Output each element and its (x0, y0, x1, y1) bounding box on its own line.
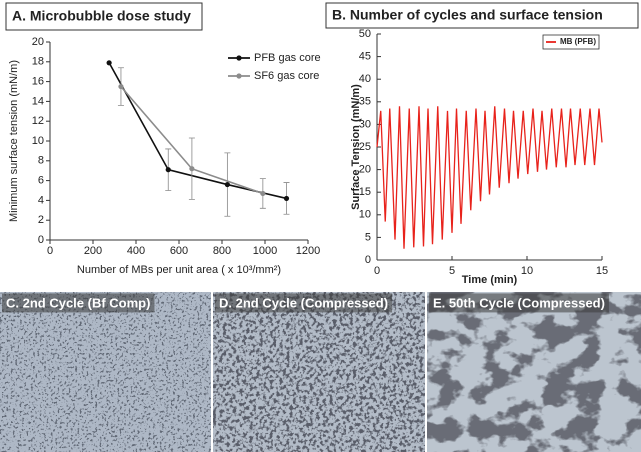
point (260, 190, 266, 197)
x-tick-label: 0 (374, 265, 380, 277)
y-tick-label: 0 (38, 234, 44, 246)
y-tick-label: 8 (38, 155, 44, 167)
y-tick-label: 45 (359, 51, 371, 63)
y-tick-label: 10 (359, 209, 371, 221)
x-tick-label: 15 (596, 265, 608, 277)
legend-marker (236, 73, 242, 79)
legend-label: MB (PFB) (560, 37, 596, 46)
micrograph-texture (0, 292, 211, 452)
y-tick-label: 6 (38, 175, 44, 187)
y-tick-label: 50 (359, 28, 371, 40)
image-panel-c: C. 2nd Cycle (Bf Comp) (0, 292, 211, 452)
y-tick-label: 25 (359, 141, 371, 153)
y-tick-label: 20 (359, 164, 371, 176)
point (189, 166, 195, 172)
x-axis-label: Number of MBs per unit area ( x 10³/mm²) (77, 264, 281, 276)
y-tick-label: 10 (32, 135, 44, 147)
legend-label: PFB gas core (254, 52, 321, 64)
y-axis-label: Surface Tension (mN/m) (350, 84, 362, 210)
panel-label: C. 2nd Cycle (Bf Comp) (6, 295, 150, 310)
micrograph-texture (427, 292, 641, 452)
point (165, 167, 171, 173)
panel-label: D. 2nd Cycle (Compressed) (219, 295, 388, 310)
y-tick-label: 2 (38, 214, 44, 226)
chart-title: A. Microbubble dose study (12, 8, 191, 24)
y-tick-label: 4 (38, 194, 44, 206)
label-bg (215, 293, 393, 313)
x-tick-label: 200 (84, 245, 102, 257)
y-tick-label: 18 (32, 56, 44, 68)
point (283, 195, 290, 202)
y-tick-label: 15 (359, 186, 371, 198)
y-tick-label: 30 (359, 118, 371, 130)
y-tick-label: 14 (32, 95, 44, 107)
y-tick-label: 16 (32, 76, 44, 88)
y-tick-label: 20 (32, 36, 44, 48)
title-box (5, 2, 203, 31)
legend-label: SF6 gas core (254, 70, 319, 82)
x-tick-label: 1200 (296, 245, 320, 257)
y-axis-label: Minimum surface tension (mN/m) (8, 60, 20, 222)
chart-b: 0 5 10 15 20 25 30 35 40 45 50 0 5 10 15 Time (min) Surf… (350, 28, 608, 286)
series-line (108, 62, 287, 200)
chart-title: B. Number of cycles and surface tension (332, 7, 603, 23)
image-panel-d: D. 2nd Cycle (Compressed) (213, 292, 425, 452)
y-tick-label: 35 (359, 96, 371, 108)
point (118, 83, 124, 90)
x-tick-label: 0 (47, 245, 53, 257)
x-tick-label: 10 (521, 265, 533, 277)
legend-box (542, 34, 600, 50)
x-tick-label: 800 (213, 245, 231, 257)
series-line (376, 106, 603, 249)
panel-label: E. 50th Cycle (Compressed) (433, 295, 605, 310)
legend-marker (236, 55, 242, 61)
label-bg (429, 293, 609, 313)
micrograph-texture (213, 292, 425, 452)
title-box (325, 2, 639, 29)
label-bg (2, 293, 155, 313)
x-tick-label: 5 (449, 265, 455, 277)
y-tick-label: 40 (359, 73, 371, 85)
x-tick-label: 600 (170, 245, 188, 257)
y-tick-label: 12 (32, 115, 44, 127)
x-tick-label: 400 (127, 245, 145, 257)
point (106, 60, 112, 66)
image-panel-e: E. 50th Cycle (Compressed) (427, 292, 641, 452)
x-axis-label: Time (min) (462, 274, 518, 286)
point (224, 181, 230, 188)
y-tick-label: 5 (365, 231, 371, 243)
y-tick-label: 0 (365, 254, 371, 266)
x-tick-label: 1000 (253, 245, 277, 257)
